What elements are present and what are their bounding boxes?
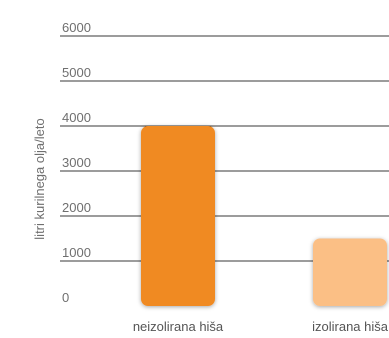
- x-category-label: neizolirana hiša: [133, 319, 224, 334]
- y-tick-label: 4000: [62, 110, 91, 125]
- y-tick-label: 6000: [62, 20, 91, 35]
- x-category-labels: neizolirana hiša izolirana hiša: [133, 319, 389, 334]
- y-tick-label: 2000: [62, 200, 91, 215]
- y-tick-label: 3000: [62, 155, 91, 170]
- bars: [141, 126, 387, 306]
- y-tick-label: 0: [62, 290, 69, 305]
- bar-2: [313, 238, 387, 306]
- y-tick-label: 5000: [62, 65, 91, 80]
- y-tick-label: 1000: [62, 245, 91, 260]
- grid-lines: [60, 35, 389, 262]
- y-tick-labels: 0 1000 2000 3000 4000 5000 6000: [62, 20, 91, 305]
- x-category-label: izolirana hiša: [312, 319, 389, 334]
- y-axis-title: litri kurilnega olja/leto: [32, 118, 47, 239]
- bar-1: [141, 126, 215, 306]
